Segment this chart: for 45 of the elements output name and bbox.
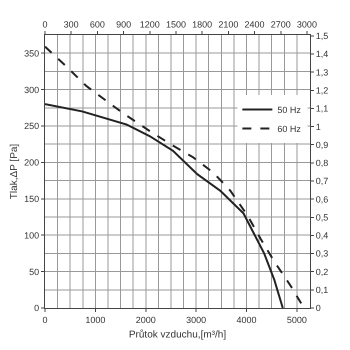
y-tick-label: 250	[24, 121, 40, 132]
x-tick-label: 4000	[236, 314, 257, 325]
x2-tick-label: 2400	[244, 19, 265, 30]
y2-tick-label: 0,9	[316, 140, 328, 150]
y2-tick-label: 1,3	[316, 67, 328, 78]
x2-tick-label: 0	[42, 19, 48, 30]
x-tick-label: 1000	[85, 314, 106, 325]
x2-tick-label: 600	[90, 19, 105, 30]
y2-tick-label: 1,1	[316, 104, 328, 114]
x-tick-label: 3000	[186, 314, 206, 325]
y-tick-label: 350	[24, 48, 40, 58]
y2-tick-label: 1,4	[316, 49, 328, 60]
y2-tick-label: 0,2	[316, 266, 328, 277]
x2-tick-label: 1200	[140, 19, 160, 30]
legend-label: 60 Hz	[277, 124, 302, 134]
y2-tick-label: 0,5	[316, 212, 328, 222]
y-tick-label: 150	[24, 194, 40, 204]
x2-tick-label: 2100	[218, 19, 238, 30]
x2-tick-label: 300	[64, 19, 79, 30]
y2-tick-label: 1	[316, 122, 321, 132]
y2-tick-label: 0,3	[316, 248, 328, 259]
x2-tick-label: 900	[116, 19, 132, 30]
y2-tick-label: 1,5	[316, 31, 328, 42]
legend-label: 50 Hz	[277, 105, 302, 116]
y-tick-label: 0	[34, 303, 40, 314]
x-tick-label: 2000	[136, 314, 156, 325]
x2-tick-label: 1500	[166, 19, 186, 30]
y2-tick-label: 0	[316, 303, 321, 314]
x2-tick-label: 3000	[296, 19, 317, 30]
x-tick-label: 0	[42, 314, 48, 325]
x2-tick-label: 2700	[270, 19, 291, 30]
x-tick-label: 5000	[286, 314, 307, 325]
y2-tick-label: 0,6	[316, 194, 328, 204]
y-tick-label: 300	[24, 84, 40, 95]
x2-tick-label: 1800	[192, 19, 212, 30]
y2-tick-label: 0,7	[316, 176, 328, 186]
y-axis-title: Tlak,ΔP [Pa]	[9, 144, 20, 200]
y-tick-label: 200	[24, 158, 40, 168]
y2-tick-label: 0,1	[316, 285, 328, 296]
y-tick-label: 50	[29, 266, 40, 277]
y2-tick-label: 0,4	[316, 230, 328, 241]
y2-tick-label: 1,2	[316, 85, 328, 96]
y-tick-label: 100	[24, 230, 40, 240]
x-axis-title: Průtok vzduchu,[m³/h]	[128, 328, 226, 340]
y2-tick-label: 0,8	[316, 158, 328, 168]
